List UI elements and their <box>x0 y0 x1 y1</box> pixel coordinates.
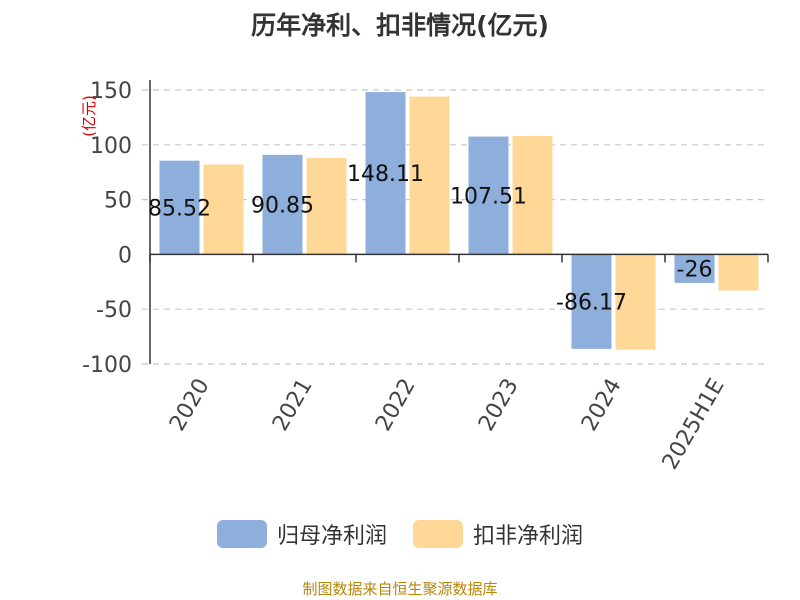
x-tick-label: 2024 <box>577 375 627 436</box>
y-tick-label: -50 <box>96 298 132 323</box>
data-label: 85.52 <box>148 197 211 222</box>
y-tick-label: 100 <box>90 134 132 159</box>
legend-label-deducted-profit: 扣非净利润 <box>473 524 584 549</box>
grid-lines <box>142 89 768 365</box>
legend-label-net-profit: 归母净利润 <box>276 524 387 549</box>
y-tick-label: 150 <box>90 79 132 104</box>
x-tick-label: 2025H1E <box>658 375 730 474</box>
legend-swatch-net-profit <box>216 520 267 548</box>
y-tick-label: 0 <box>118 243 132 268</box>
y-tick-label: -100 <box>82 353 132 378</box>
x-tick-label: 2022 <box>371 375 421 436</box>
y-axis-label: (亿元) <box>80 95 98 137</box>
legend-item-net-profit[interactable]: 归母净利润 <box>216 518 387 550</box>
x-tick-label: 2020 <box>165 375 215 436</box>
bar-deducted-profit-2022 <box>409 96 450 255</box>
bar-deducted-profit-2023 <box>512 136 553 255</box>
legend-swatch-deducted-profit <box>413 520 463 548</box>
bar-deducted-profit-2025H1E <box>718 254 759 291</box>
legend: 归母净利润 扣非净利润 <box>0 518 800 550</box>
bar-net-profit-2020 <box>159 160 200 255</box>
bar-deducted-profit-2021 <box>306 157 347 255</box>
data-label: 107.51 <box>450 184 527 209</box>
bar-net-profit-2024 <box>571 254 612 349</box>
legend-item-deducted-profit[interactable]: 扣非净利润 <box>413 518 583 550</box>
chart-title: 历年净利、扣非情况(亿元) <box>251 11 549 40</box>
x-tick-label: 2023 <box>474 375 524 436</box>
bar-deducted-profit-2024 <box>615 254 656 350</box>
bar-net-profit-2023 <box>468 136 509 255</box>
bars <box>159 92 759 350</box>
data-labels: 85.52 90.85 148.11 107.51 -86.17 -26 <box>148 162 712 315</box>
data-label: 90.85 <box>251 194 314 219</box>
bar-net-profit-2025H1E <box>674 254 715 283</box>
bar-net-profit-2021 <box>262 154 303 255</box>
y-tick-label: 50 <box>104 189 132 214</box>
bar-net-profit-2022 <box>365 92 406 255</box>
data-label: 148.11 <box>347 162 424 187</box>
source-note: 制图数据来自恒生聚源数据库 <box>302 580 498 598</box>
bar-deducted-profit-2020 <box>203 164 244 255</box>
data-label: -86.17 <box>556 291 627 316</box>
data-label: -26 <box>677 258 713 283</box>
x-tick-label: 2021 <box>268 375 318 436</box>
